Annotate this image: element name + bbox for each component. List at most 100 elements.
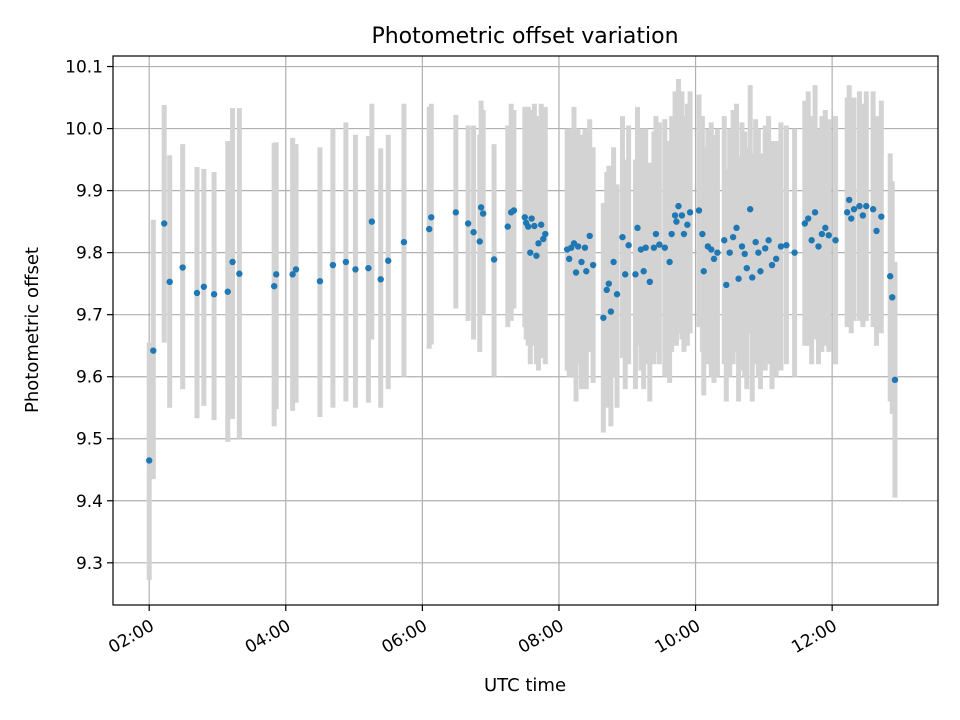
data-point xyxy=(675,202,682,210)
data-point xyxy=(270,282,278,290)
data-point xyxy=(708,246,715,253)
x-axis-label: UTC time xyxy=(484,675,566,696)
data-point xyxy=(680,230,688,238)
y-tick-label: 9.7 xyxy=(76,306,103,326)
y-axis-label: Photometric offset xyxy=(22,247,43,413)
data-point xyxy=(193,289,201,297)
data-point xyxy=(755,249,762,256)
data-point xyxy=(886,273,894,280)
data-point xyxy=(801,220,809,227)
data-point xyxy=(673,218,680,225)
data-point xyxy=(726,249,733,256)
data-point xyxy=(166,278,173,286)
data-point xyxy=(783,242,790,249)
data-point xyxy=(762,245,769,252)
data-point xyxy=(661,244,669,251)
data-point xyxy=(772,255,780,263)
data-point xyxy=(757,268,764,275)
data-point xyxy=(700,268,707,275)
data-point xyxy=(752,238,759,246)
data-point xyxy=(224,288,231,295)
data-point xyxy=(566,255,573,263)
data-point xyxy=(777,243,785,250)
data-point xyxy=(528,215,535,222)
data-point xyxy=(600,314,607,321)
data-point xyxy=(791,249,798,256)
data-point xyxy=(811,209,819,216)
data-point xyxy=(671,212,679,219)
data-point xyxy=(426,225,433,233)
data-point xyxy=(527,249,534,256)
data-point xyxy=(843,209,851,216)
data-point xyxy=(650,244,658,251)
data-point xyxy=(574,243,582,250)
data-point xyxy=(605,280,613,287)
data-point xyxy=(646,278,653,286)
data-point xyxy=(581,244,589,251)
data-point xyxy=(470,228,477,236)
data-point xyxy=(619,233,626,241)
y-tick-label: 9.9 xyxy=(76,182,103,202)
y-tick-label: 9.8 xyxy=(76,244,103,264)
data-point xyxy=(613,291,621,298)
data-point xyxy=(572,269,580,276)
data-point xyxy=(848,215,855,222)
data-point xyxy=(832,237,839,244)
y-tick-label: 9.4 xyxy=(76,492,103,512)
data-point xyxy=(822,224,829,232)
data-point xyxy=(385,257,392,264)
data-point xyxy=(329,261,337,269)
data-point xyxy=(825,232,832,239)
data-point xyxy=(179,264,186,271)
data-point xyxy=(666,258,673,266)
data-point xyxy=(891,376,899,384)
data-point xyxy=(540,235,547,243)
chart-title: Photometric offset variation xyxy=(371,24,678,49)
x-gridlines xyxy=(148,56,833,605)
data-point xyxy=(749,274,756,281)
data-point xyxy=(583,268,590,275)
data-point xyxy=(808,237,815,244)
data-point xyxy=(856,202,863,210)
data-point xyxy=(316,277,324,285)
data-point xyxy=(229,258,236,266)
data-point xyxy=(504,223,511,230)
y-tick-label: 9.6 xyxy=(76,368,103,388)
data-point xyxy=(863,202,870,210)
data-point xyxy=(476,238,483,245)
data-point xyxy=(714,249,721,256)
data-point xyxy=(625,242,632,249)
data-point xyxy=(642,244,649,251)
data-point xyxy=(869,206,877,213)
data-point xyxy=(695,207,703,214)
y-axis-ticks: 9.3 9.4 9.5 9.6 9.7 9.8 9.9 10.0 10.1 xyxy=(65,58,113,574)
data-point xyxy=(531,222,538,230)
data-point xyxy=(377,276,384,283)
y-tick-label: 10.0 xyxy=(65,120,103,140)
data-point xyxy=(729,233,737,241)
data-point xyxy=(678,212,686,219)
data-point xyxy=(236,270,243,277)
data-point xyxy=(640,268,647,275)
data-point xyxy=(634,224,641,232)
data-point xyxy=(464,220,472,227)
data-point xyxy=(684,221,691,228)
data-point xyxy=(878,213,885,220)
data-point xyxy=(735,275,742,282)
data-point xyxy=(428,214,435,221)
data-point xyxy=(521,214,529,221)
data-point xyxy=(161,220,168,227)
data-point xyxy=(145,457,153,464)
data-point xyxy=(292,266,300,273)
data-point xyxy=(846,196,853,204)
data-point xyxy=(365,264,372,272)
data-point xyxy=(805,215,812,222)
data-point xyxy=(768,261,776,269)
data-point xyxy=(710,255,718,263)
y-tick-label: 10.1 xyxy=(65,58,103,78)
data-point xyxy=(477,204,485,211)
data-point xyxy=(652,230,660,238)
data-point xyxy=(889,294,896,301)
data-point xyxy=(578,258,585,266)
data-point xyxy=(586,232,593,240)
